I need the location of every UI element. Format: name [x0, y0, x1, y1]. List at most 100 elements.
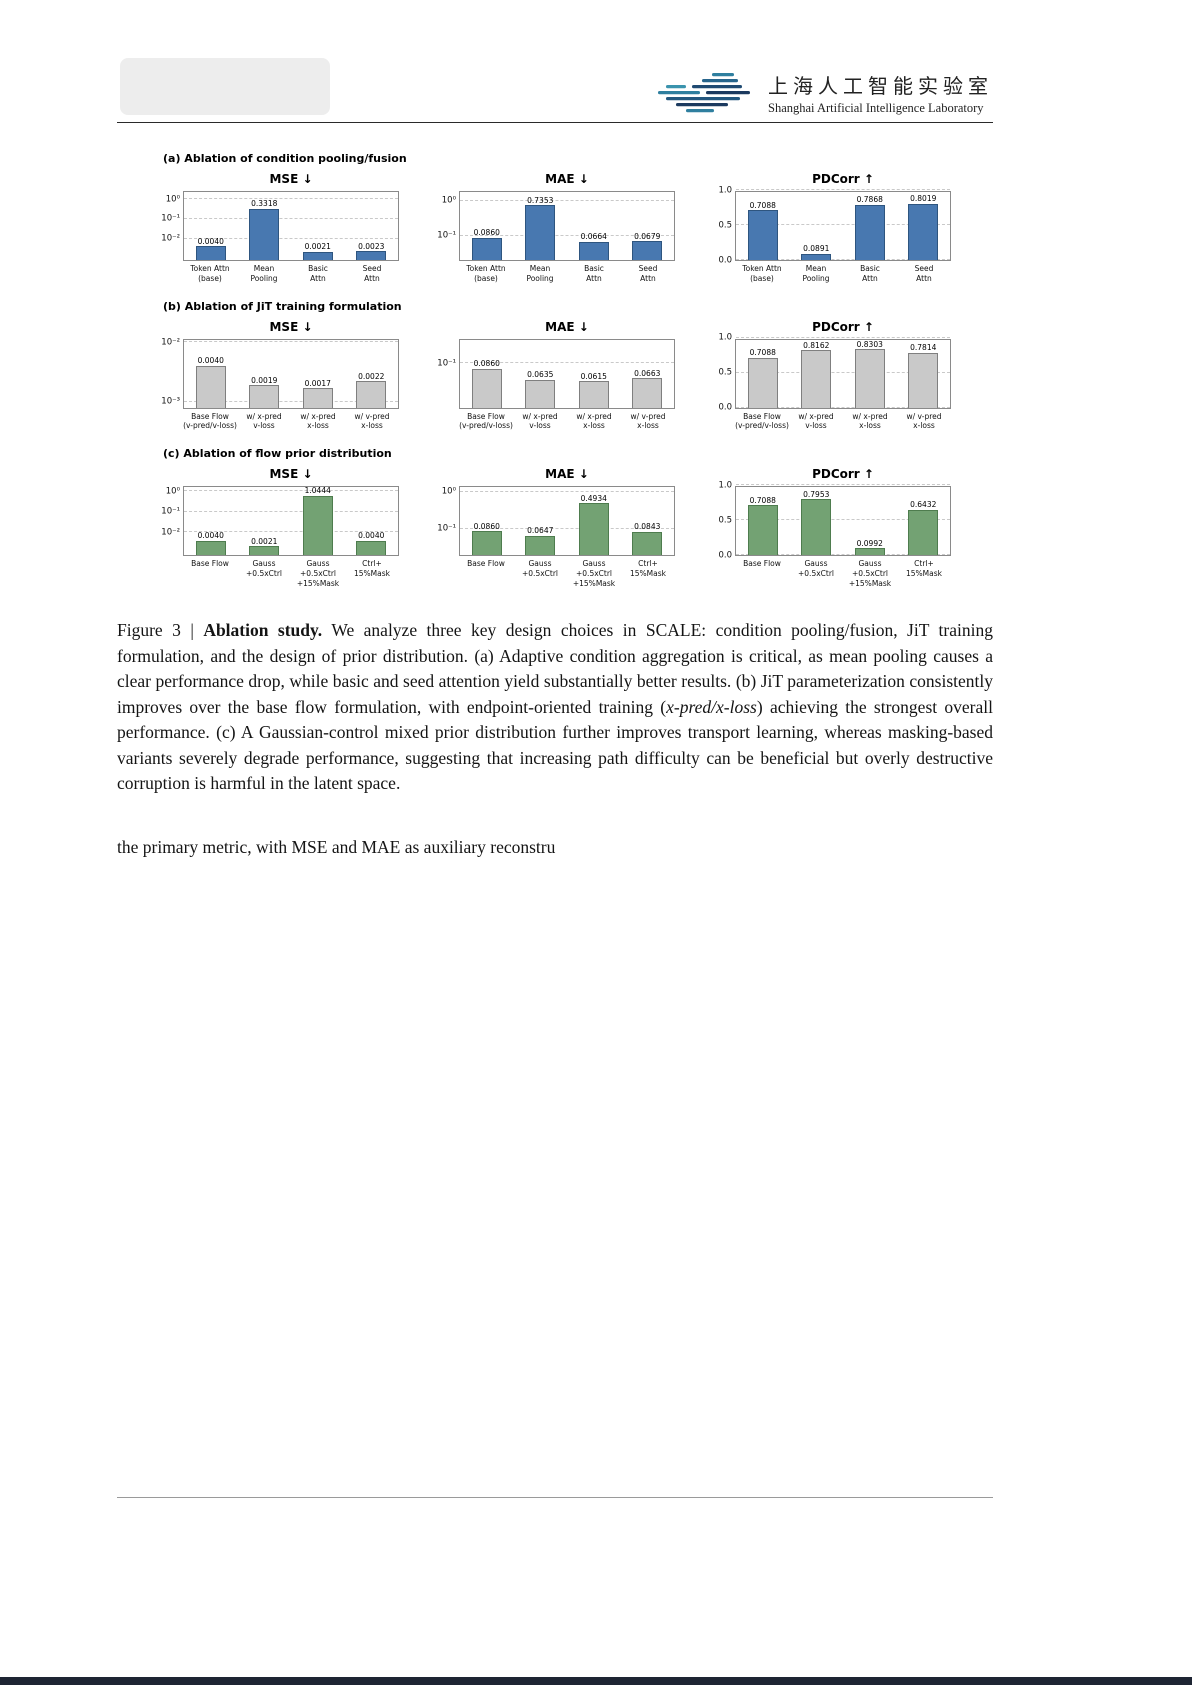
gridline: [460, 490, 674, 492]
bar: [356, 540, 387, 555]
bar-slot: 0.0040: [184, 340, 238, 408]
y-tick-label: 10⁰: [165, 194, 180, 205]
plot-area: 10⁰ 10⁻¹ 10⁻² 0.0040 0.3318 0.0021 0.0023: [161, 191, 399, 261]
bar-slot: 0.0023: [345, 192, 399, 260]
x-tick-label: w/ x-pred v-loss: [798, 411, 834, 431]
x-tick-labels: Base Flow (v-pred/v-loss) w/ x-pred v-los…: [183, 412, 399, 432]
bar: [578, 241, 609, 260]
bar-value-label: 0.7088: [749, 200, 776, 210]
bar: [801, 350, 832, 408]
caption-italic-term: x-pred/x-loss: [666, 696, 757, 717]
gridline: [184, 237, 398, 239]
bar-value-label: 0.0040: [197, 236, 224, 246]
bar-value-label: 0.0647: [527, 526, 554, 536]
bar-value-label: 0.0021: [251, 536, 278, 546]
plot-area: 10⁰ 10⁻¹ 10⁻² 0.0040 0.0021 1.0444 0.0040: [161, 486, 399, 556]
bar-value-label: 0.0021: [304, 242, 331, 252]
x-tick-label: Gauss +0.5xCtrl: [798, 559, 834, 578]
x-tick-label: Mean Pooling: [526, 264, 554, 283]
bar-value-label: 0.8019: [910, 194, 937, 204]
bar: [302, 251, 333, 260]
bar-slot: 0.0635: [514, 340, 568, 408]
gridline: [184, 198, 398, 200]
bar-value-label: 0.0663: [634, 368, 661, 378]
gridline: [736, 224, 950, 225]
bar: [525, 205, 556, 260]
bar-slot: 0.0615: [567, 340, 621, 408]
bar-value-label: 0.4934: [580, 493, 607, 503]
x-tick-label: Ctrl+ 15%Mask: [906, 559, 942, 578]
chart-pdcorr: PDCorr ↑ 1.0 0.5 0.0 0.7088 0.7953 0.0992 0.643…: [699, 467, 951, 588]
bar-slot: 0.0860: [460, 192, 514, 260]
y-tick-label: 10⁻¹: [161, 506, 180, 517]
panel-label: (c) Ablation of flow prior distribution: [163, 447, 392, 460]
x-tick-labels: Token Attn (base) Mean Pooling Basic Attn S…: [459, 264, 675, 284]
bar-slot: 0.0021: [238, 487, 292, 555]
y-tick-label: 10⁻¹: [437, 357, 456, 368]
bar: [747, 505, 778, 555]
x-tick-label: Gauss +0.5xCtrl: [246, 559, 282, 578]
gridline: [736, 189, 950, 190]
gridline: [736, 336, 950, 338]
bar-value-label: 0.0040: [358, 531, 385, 541]
gridline: [460, 362, 674, 364]
x-tick-labels: Base Flow (v-pred/v-loss) w/ x-pred v-los…: [735, 412, 951, 432]
header-divider: [117, 122, 993, 123]
chart-pdcorr: PDCorr ↑ 1.0 0.5 0.0 0.7088 0.0891 0.7868 0.801…: [699, 172, 951, 284]
x-tick-label: Mean Pooling: [250, 264, 278, 283]
bar-slot: 0.4934: [567, 487, 621, 555]
x-tick-label: Token Attn (base): [190, 264, 230, 283]
x-tick-label: Basic Attn: [308, 264, 328, 283]
y-tick-label: 10⁻¹: [437, 230, 456, 241]
plot-area: 1.0 0.5 0.0 0.7088 0.7953 0.0992 0.6432: [718, 481, 951, 559]
bar: [854, 204, 885, 260]
x-tick-label: Seed Attn: [638, 264, 658, 283]
caption-figure-label: Figure 3 |: [117, 620, 204, 641]
x-tick-label: w/ v-pred x-loss: [906, 411, 942, 431]
bar-value-label: 0.0860: [473, 359, 500, 369]
bar-value-label: 0.0017: [304, 378, 331, 388]
x-tick-label: w/ x-pred v-loss: [246, 411, 282, 431]
x-tick-label: Basic Attn: [584, 264, 604, 283]
bar-slot: 1.0444: [291, 487, 345, 555]
gridline: [736, 484, 950, 485]
panel-charts: MSE ↓ 10⁰ 10⁻¹ 10⁻² 0.0040 0.0021 1.0444 0.0040…: [147, 467, 993, 588]
gridline: [184, 217, 398, 219]
chart-title: PDCorr ↑: [812, 319, 874, 334]
gridline: [460, 199, 674, 201]
bar: [578, 381, 609, 408]
bar-slot: 0.7953: [790, 487, 844, 555]
x-tick-label: Base Flow (v-pred/v-loss): [735, 411, 789, 431]
y-tick-label: 0.0: [718, 549, 732, 560]
plot-area: 10⁰ 10⁻¹ 0.0860 0.7353 0.0664 0.0679: [437, 191, 675, 261]
y-tick-label: 0.5: [718, 514, 732, 525]
figure-panel-b: (b) Ablation of JiT training formulation…: [147, 300, 993, 432]
figure-3: (a) Ablation of condition pooling/fusion…: [117, 152, 993, 588]
bar-slot: 0.0843: [621, 487, 675, 555]
lab-name-chinese: 上海人工智能实验室: [768, 74, 993, 98]
bar-slot: 0.0040: [184, 192, 238, 260]
bar: [525, 379, 556, 408]
bar: [908, 203, 939, 260]
bar-slot: 0.0679: [621, 192, 675, 260]
x-tick-label: Gauss +0.5xCtrl +15%Mask: [572, 559, 616, 588]
bar-value-label: 0.0019: [251, 375, 278, 385]
body-paragraph: the primary metric, with MSE and MAE as …: [117, 836, 556, 857]
bar: [471, 237, 502, 260]
plot-area: 10⁻² 10⁻³ 0.0040 0.0019 0.0017 0.0022: [161, 338, 399, 409]
x-tick-label: Base Flow (v-pred/v-loss): [459, 411, 513, 431]
bar-slot: 0.0021: [291, 192, 345, 260]
x-tick-labels: Token Attn (base) Mean Pooling Basic Attn S…: [735, 264, 951, 284]
bar: [747, 357, 778, 408]
bar-value-label: 0.0891: [803, 244, 830, 254]
caption-body-2: ) achieving the strongest overall perfor…: [117, 696, 993, 794]
y-tick-label: 10⁰: [441, 486, 456, 497]
lab-logo: 上海人工智能实验室 Shanghai Artificial Intelligen…: [656, 70, 993, 116]
chart-mse: MSE ↓ 10⁰ 10⁻¹ 10⁻² 0.0040 0.0021 1.0444 0.0040…: [147, 467, 399, 588]
chart-pdcorr: PDCorr ↑ 1.0 0.5 0.0 0.7088 0.8162 0.8303 0.781…: [699, 320, 951, 432]
bar-value-label: 0.7868: [856, 195, 883, 205]
bar-value-label: 0.0023: [358, 241, 385, 251]
bottom-divider: [117, 1497, 993, 1498]
bar: [195, 246, 226, 260]
